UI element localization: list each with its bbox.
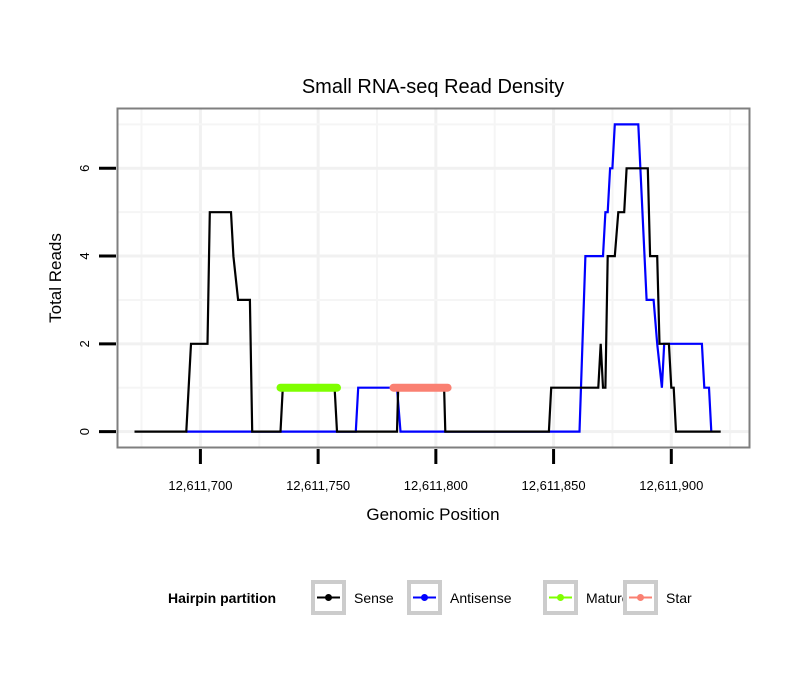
legend-item-mature: Mature bbox=[543, 580, 630, 615]
x-axis: 12,611,700 12,611,750 12,611,800 12,611,850… bbox=[168, 449, 703, 493]
legend-item-star: Star bbox=[623, 580, 692, 615]
y-axis-label: Total Reads bbox=[46, 233, 65, 323]
chart-title: Small RNA-seq Read Density bbox=[302, 76, 564, 98]
series-layer bbox=[134, 123, 721, 433]
y-tick-label: 0 bbox=[77, 428, 92, 435]
series-line-sense bbox=[134, 167, 721, 433]
x-tick-label: 12,611,750 bbox=[286, 478, 350, 493]
legend: Hairpin partition Sense Antisense Mature St… bbox=[168, 580, 692, 615]
y-tick-label: 6 bbox=[77, 165, 92, 172]
x-tick-label: 12,611,850 bbox=[522, 478, 586, 493]
legend-key-point bbox=[325, 594, 332, 601]
legend-item-antisense: Antisense bbox=[407, 580, 512, 615]
y-axis: 0 2 4 6 bbox=[77, 165, 116, 435]
legend-label: Antisense bbox=[450, 590, 512, 606]
x-tick-label: 12,611,700 bbox=[168, 478, 232, 493]
y-tick-label: 2 bbox=[77, 340, 92, 347]
x-axis-label: Genomic Position bbox=[366, 505, 499, 524]
legend-label: Star bbox=[666, 590, 692, 606]
y-tick-label: 4 bbox=[77, 252, 92, 259]
legend-label: Mature bbox=[586, 590, 630, 606]
legend-item-sense: Sense bbox=[311, 580, 394, 615]
legend-key-point bbox=[421, 594, 428, 601]
x-tick-label: 12,611,800 bbox=[404, 478, 468, 493]
legend-key-point bbox=[637, 594, 644, 601]
x-tick-label: 12,611,900 bbox=[639, 478, 703, 493]
series-line-antisense bbox=[186, 123, 713, 433]
legend-title: Hairpin partition bbox=[168, 590, 276, 606]
panel-border bbox=[116, 107, 751, 449]
legend-label: Sense bbox=[354, 590, 394, 606]
legend-key-point bbox=[557, 594, 564, 601]
